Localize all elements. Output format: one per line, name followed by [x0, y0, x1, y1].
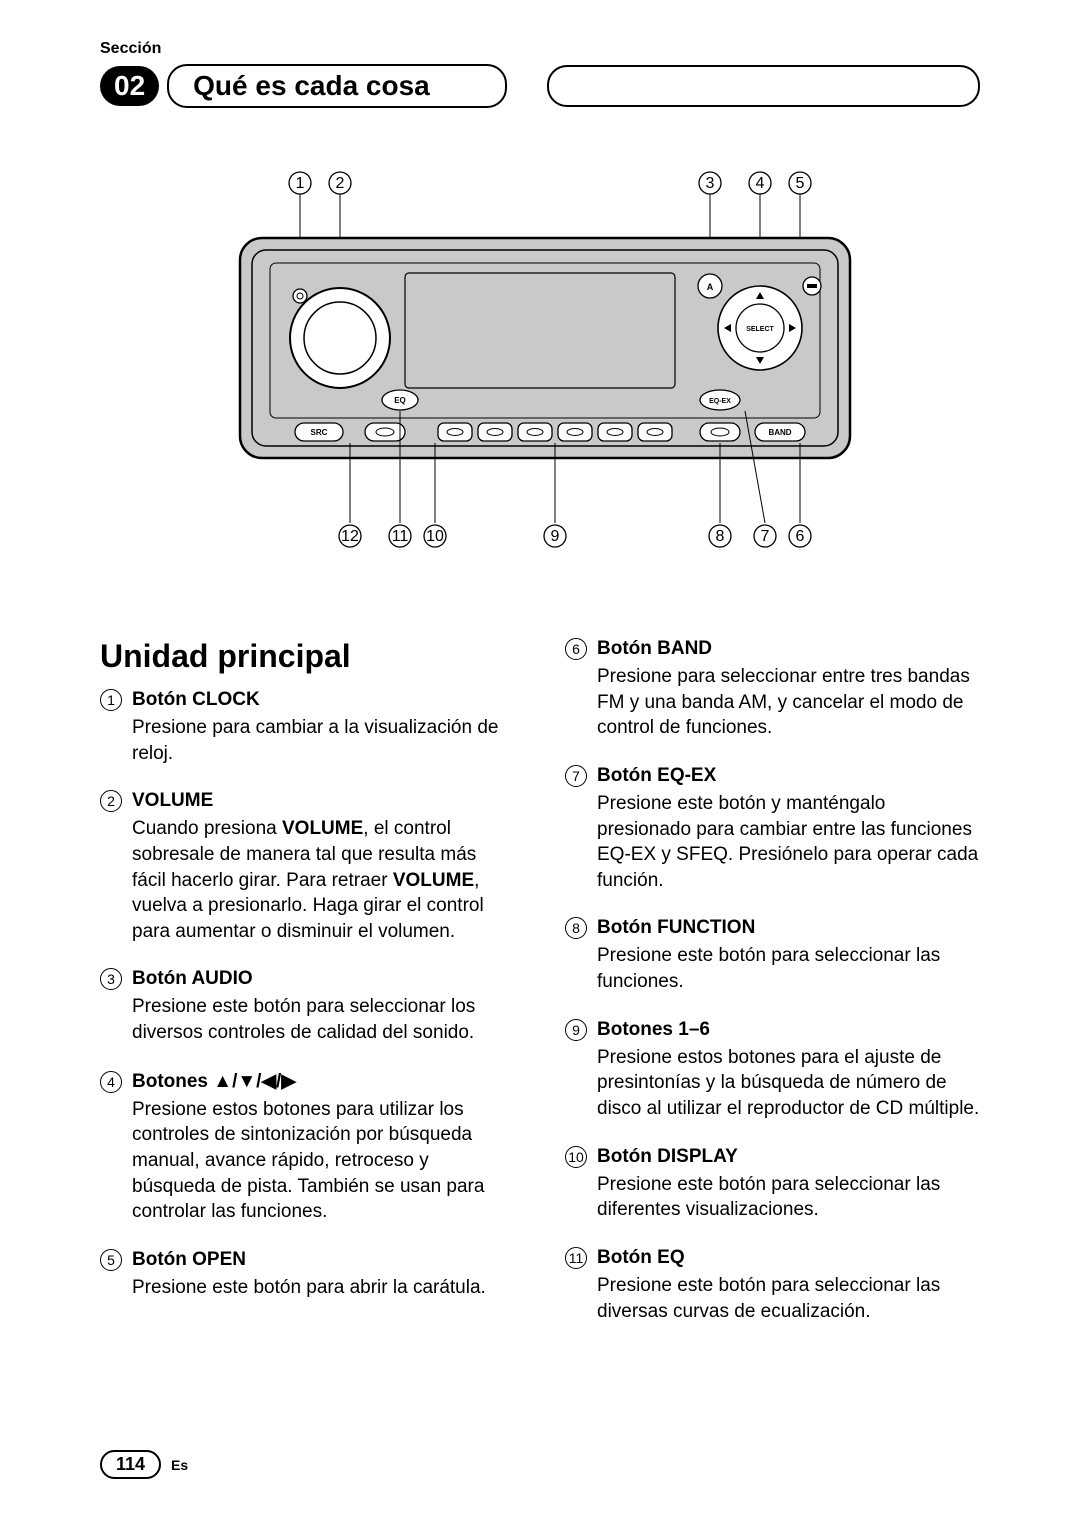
right-column: 6 Botón BAND Presione para seleccionar ent…	[565, 638, 980, 1348]
svg-text:SELECT: SELECT	[746, 326, 774, 333]
description-item: 8 Botón FUNCTION Presione este botón para …	[565, 917, 980, 994]
callout-2: 2	[336, 175, 345, 192]
item-number: 4	[100, 1071, 122, 1093]
item-number: 7	[565, 765, 587, 787]
main-title: Unidad principal	[100, 638, 515, 675]
item-title: Botón CLOCK	[132, 689, 260, 711]
item-body: Presione este botón y manténgalo presion…	[597, 791, 980, 894]
lang-code: Es	[171, 1457, 188, 1473]
item-title: Botón OPEN	[132, 1249, 246, 1271]
svg-text:BAND: BAND	[768, 428, 791, 437]
svg-text:12: 12	[341, 528, 359, 545]
item-title: Botones ▲/▼/◀/▶	[132, 1070, 296, 1093]
description-item: 9 Botones 1–6 Presione estos botones para …	[565, 1019, 980, 1122]
callout-3: 3	[706, 175, 715, 192]
item-number: 8	[565, 917, 587, 939]
description-item: 7 Botón EQ-EX Presione este botón y mantén…	[565, 765, 980, 894]
section-label: Sección	[100, 40, 980, 58]
item-title: Botón EQ	[597, 1247, 685, 1269]
item-title: Botón FUNCTION	[597, 917, 755, 939]
description-item: 2 VOLUME Cuando presiona VOLUME, el contro…	[100, 790, 515, 944]
description-item: 6 Botón BAND Presione para seleccionar ent…	[565, 638, 980, 741]
item-title: Botón AUDIO	[132, 968, 253, 990]
left-column: Unidad principal 1 Botón CLOCK Presione pa…	[100, 638, 515, 1348]
header: 02 Qué es cada cosa	[100, 64, 980, 108]
svg-text:6: 6	[796, 528, 805, 545]
item-body: Presione este botón para seleccionar las…	[597, 1273, 980, 1324]
empty-pill	[547, 65, 980, 107]
stereo-diagram: 1 2 3 4 5	[100, 168, 980, 558]
description-item: 4 Botones ▲/▼/◀/▶ Presione estos botones p…	[100, 1070, 515, 1225]
item-title: Botón EQ-EX	[597, 765, 716, 787]
item-number: 6	[565, 638, 587, 660]
svg-text:8: 8	[716, 528, 725, 545]
description-item: 10 Botón DISPLAY Presione este botón para …	[565, 1146, 980, 1223]
svg-text:11: 11	[392, 528, 409, 545]
svg-text:SRC: SRC	[311, 428, 328, 437]
svg-text:A: A	[707, 282, 714, 292]
item-number: 9	[565, 1019, 587, 1041]
item-title: VOLUME	[132, 790, 213, 812]
page-number: 114	[100, 1450, 161, 1479]
description-item: 3 Botón AUDIO Presione este botón para sel…	[100, 968, 515, 1045]
callout-1: 1	[296, 175, 305, 192]
item-body: Presione estos botones para utilizar los…	[132, 1097, 515, 1225]
description-item: 1 Botón CLOCK Presione para cambiar a la v…	[100, 689, 515, 766]
item-number: 11	[565, 1247, 587, 1269]
callout-5: 5	[796, 175, 805, 192]
svg-text:EQ: EQ	[394, 396, 406, 405]
section-title-pill: Qué es cada cosa	[167, 64, 507, 108]
footer: 114 Es	[100, 1450, 188, 1479]
item-body: Presione este botón para seleccionar los…	[132, 994, 515, 1045]
item-number: 3	[100, 968, 122, 990]
svg-text:7: 7	[761, 528, 770, 545]
item-body: Cuando presiona VOLUME, el control sobre…	[132, 816, 515, 944]
item-number: 2	[100, 790, 122, 812]
item-number: 5	[100, 1249, 122, 1271]
item-body: Presione para cambiar a la visualización…	[132, 715, 515, 766]
svg-text:9: 9	[551, 528, 560, 545]
item-title: Botones 1–6	[597, 1019, 710, 1041]
item-body: Presione este botón para abrir la carátu…	[132, 1275, 515, 1301]
item-number: 1	[100, 689, 122, 711]
item-body: Presione este botón para seleccionar las…	[597, 1172, 980, 1223]
description-item: 5 Botón OPEN Presione este botón para abri…	[100, 1249, 515, 1301]
item-title: Botón DISPLAY	[597, 1146, 738, 1168]
section-number-badge: 02	[100, 66, 159, 106]
svg-text:EQ-EX: EQ-EX	[709, 398, 731, 405]
svg-text:10: 10	[426, 528, 444, 545]
item-body: Presione estos botones para el ajuste de…	[597, 1045, 980, 1122]
callout-4: 4	[756, 175, 765, 192]
item-body: Presione este botón para seleccionar las…	[597, 943, 980, 994]
item-body: Presione para seleccionar entre tres ban…	[597, 664, 980, 741]
item-title: Botón BAND	[597, 638, 712, 660]
item-number: 10	[565, 1146, 587, 1168]
description-item: 11 Botón EQ Presione este botón para selec…	[565, 1247, 980, 1324]
